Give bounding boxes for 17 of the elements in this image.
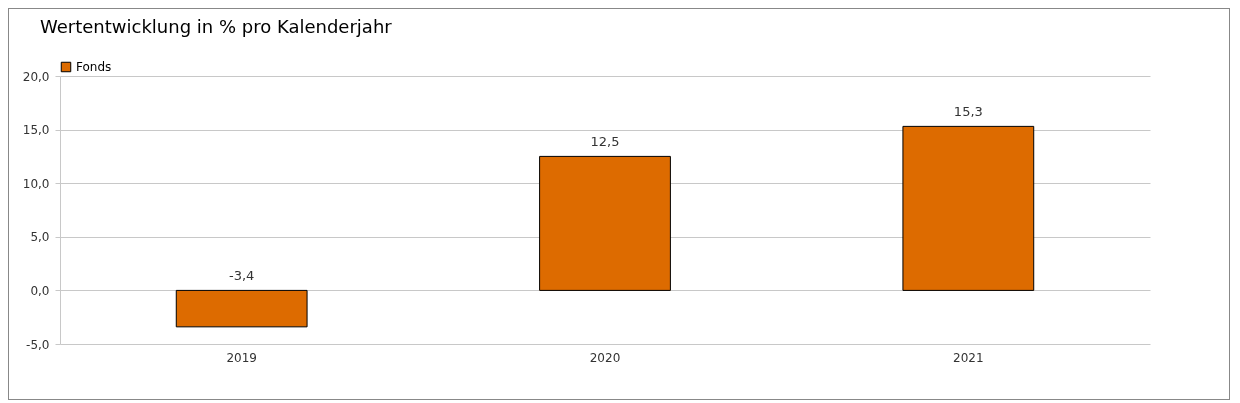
data-label: -3,4 — [228, 268, 255, 284]
bar — [539, 155, 671, 291]
bar — [175, 289, 308, 328]
chart-title: Wertentwicklung in % pro Kalenderjahr — [40, 16, 393, 37]
y-tick-label: 5,0 — [30, 230, 50, 245]
bar — [902, 125, 1035, 291]
data-label: 12,5 — [590, 134, 620, 150]
x-tick-label: 2021 — [953, 350, 984, 365]
x-tick-label: 2019 — [226, 350, 257, 365]
y-tick-label: 0,0 — [30, 283, 50, 298]
y-tick-label: 15,0 — [22, 123, 50, 138]
y-tick-label: -5,0 — [26, 337, 50, 352]
x-tick-label: 2020 — [589, 350, 621, 365]
y-tick-label: 20,0 — [22, 69, 50, 84]
y-tick-label: 10,0 — [22, 176, 50, 191]
data-label: 15,3 — [953, 104, 983, 120]
legend-label: Fonds — [76, 60, 112, 74]
